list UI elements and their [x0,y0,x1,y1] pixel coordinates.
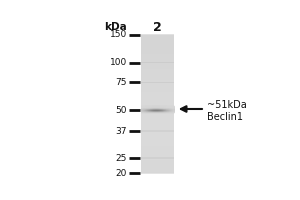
Bar [141,59,173,61]
Bar [141,147,173,149]
Bar [141,170,173,172]
Text: ~51kDa: ~51kDa [207,100,247,110]
Bar [141,128,173,130]
Bar [141,88,173,90]
Bar [141,109,173,111]
Bar [141,87,173,88]
Text: 25: 25 [116,154,127,163]
Bar [141,82,173,83]
Bar [141,56,173,57]
Bar [141,42,173,43]
Bar [141,99,173,101]
Bar [141,123,173,125]
Text: 2: 2 [153,21,162,34]
Bar [141,137,173,139]
Bar [141,130,173,132]
Bar [141,95,173,97]
Bar [141,149,173,151]
Bar [141,76,173,78]
Bar [141,104,173,106]
Bar [141,106,173,108]
Bar [141,168,173,170]
Bar [141,45,173,47]
Bar [141,73,173,75]
Bar [141,125,173,127]
Bar [141,135,173,137]
Bar [141,110,173,111]
Text: 37: 37 [116,127,127,136]
Bar [141,146,173,147]
Bar [141,85,173,87]
Bar [141,130,173,132]
Bar [141,151,173,153]
Text: 20: 20 [116,169,127,178]
Text: 75: 75 [116,78,127,87]
Bar [141,92,173,94]
Bar [141,132,173,134]
Bar [141,108,173,109]
Bar [141,142,173,144]
Bar [141,40,173,42]
Bar [141,94,173,95]
Bar [141,144,173,146]
Bar [141,153,173,154]
Bar [141,118,173,120]
Bar [141,102,173,104]
Bar [141,163,173,165]
Bar [141,113,173,114]
Bar [141,35,173,173]
Bar [141,63,173,64]
Bar [141,90,173,92]
Bar [141,64,173,66]
Bar [141,75,173,76]
Bar [141,161,173,163]
Bar [141,173,173,174]
Bar [141,111,173,113]
Bar [141,82,173,83]
Bar [141,54,173,56]
Bar [141,166,173,168]
Bar [141,80,173,82]
Bar [141,50,173,52]
Bar [141,157,173,159]
Bar [141,140,173,142]
Bar [141,172,173,173]
Bar [141,160,173,161]
Text: kDa: kDa [104,22,127,32]
Bar [141,83,173,85]
Bar [141,38,173,40]
Bar [141,68,173,69]
Bar [141,34,173,35]
Bar [141,154,173,156]
Bar [141,139,173,140]
Bar [141,158,173,160]
Bar [141,165,173,166]
Text: 100: 100 [110,58,127,67]
Bar [141,134,173,135]
Bar [141,127,173,128]
Bar [141,35,173,37]
Text: 50: 50 [116,106,127,115]
Bar [141,62,173,63]
Bar [141,57,173,59]
Bar [141,69,173,71]
Text: Beclin1: Beclin1 [207,112,243,122]
Bar [141,61,173,62]
Bar [141,43,173,45]
Bar [141,116,173,118]
Bar [141,156,173,158]
Text: 150: 150 [110,30,127,39]
Bar [141,37,173,38]
Bar [141,101,173,102]
Bar [141,47,173,49]
Bar [141,49,173,50]
Bar [141,71,173,73]
Bar [141,66,173,68]
Bar [141,97,173,99]
Bar [141,121,173,123]
Bar [141,120,173,121]
Bar [141,52,173,54]
Bar [141,78,173,80]
Bar [141,114,173,116]
